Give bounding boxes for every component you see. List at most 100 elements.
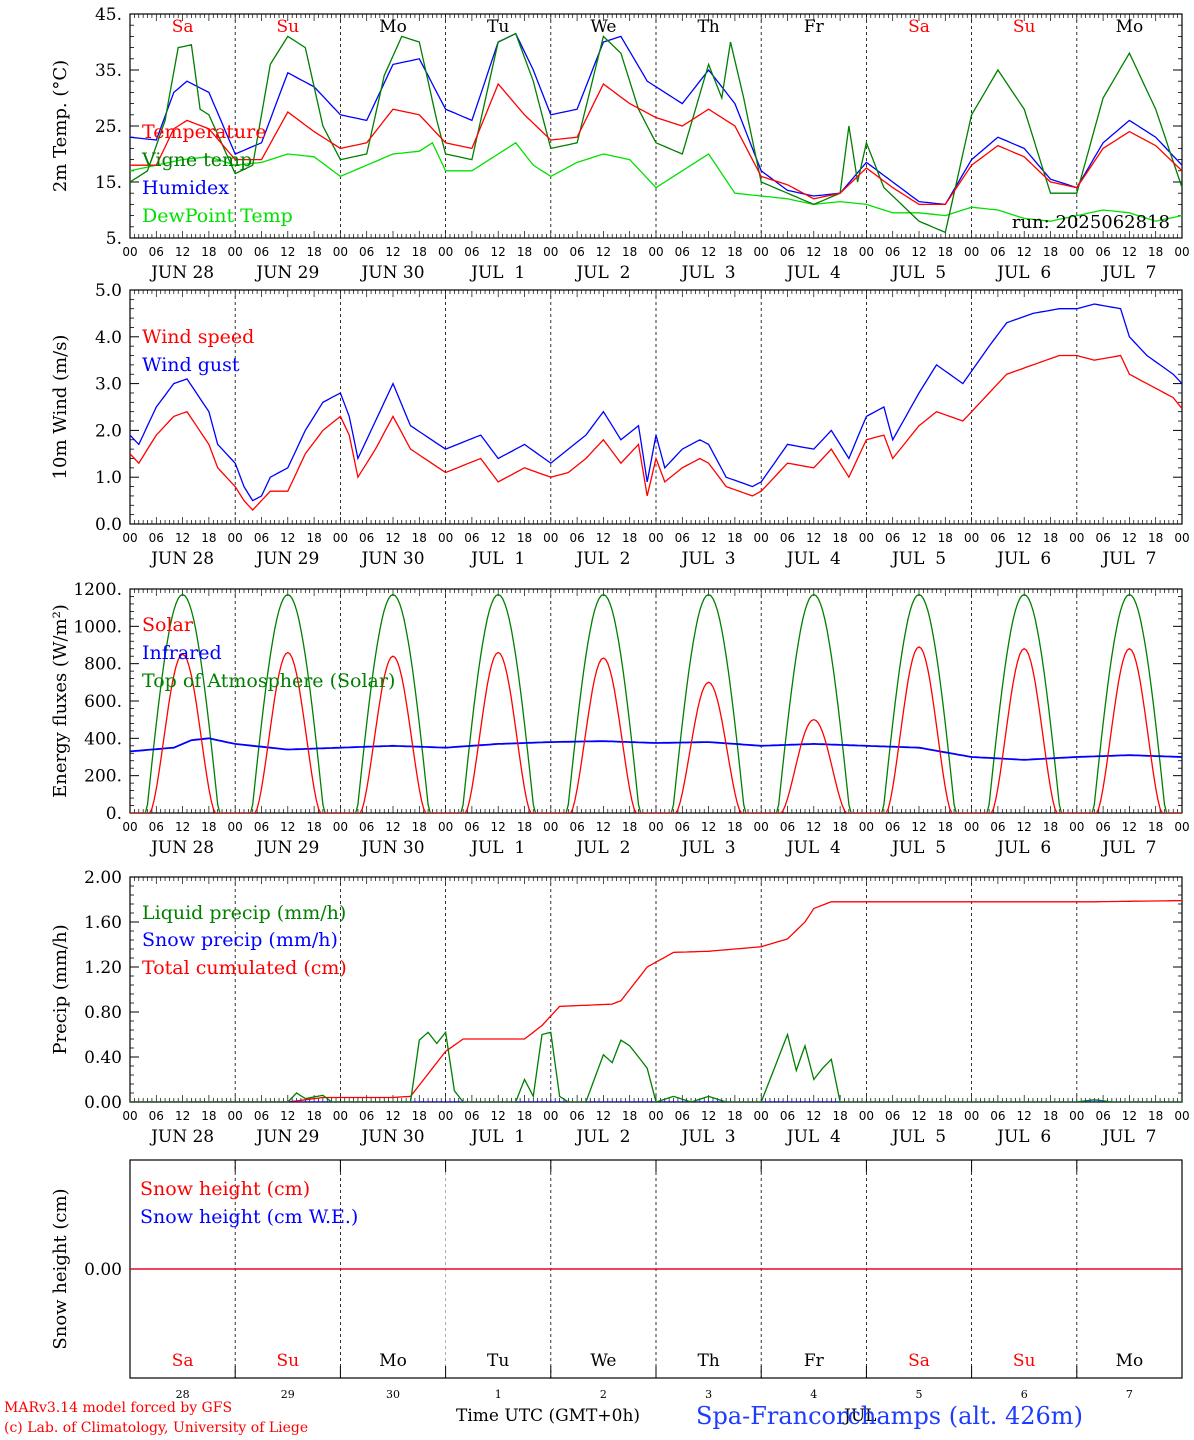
day-label: JUL 6 — [995, 1127, 1051, 1147]
legend-entry: Humidex — [142, 177, 229, 199]
hour-tick-label: 06 — [1095, 1109, 1110, 1123]
hour-tick-label: 00 — [754, 1109, 769, 1123]
legend-entry: Solar — [142, 614, 194, 636]
hour-tick-label: 12 — [280, 820, 295, 834]
day-label: JUL 1 — [469, 1127, 525, 1147]
weekday-label: Su — [1013, 1351, 1036, 1371]
month-label: JUL — [844, 1406, 877, 1426]
credit-line-1: MARv3.14 model forced by GFS — [4, 1400, 233, 1416]
hour-tick-label: 18 — [727, 820, 742, 834]
y-tick-label: 600. — [84, 692, 122, 712]
panel-2: 00 06 12 18 JUN 28 00 06 12 18 JUN 29 00 06 12 18 JUN … — [50, 281, 1190, 569]
y-tick-label: 45. — [95, 5, 122, 25]
weekday-label: Sa — [908, 17, 930, 37]
hour-tick-label: 00 — [1069, 820, 1084, 834]
hour-tick-label: 06 — [464, 531, 479, 545]
hour-tick-label: 06 — [254, 531, 269, 545]
series-line-infrared — [130, 737, 1182, 761]
hour-tick-label: 12 — [385, 531, 400, 545]
weekday-label: Th — [697, 1351, 719, 1371]
hour-tick-label: 00 — [1174, 1109, 1189, 1123]
day-label: JUN 28 — [149, 838, 214, 858]
weekday-label: Sa — [172, 1351, 194, 1371]
day-label: JUL 5 — [890, 838, 946, 858]
hour-tick-label: 00 — [438, 820, 453, 834]
hour-tick-label: 18 — [201, 820, 216, 834]
y-tick-label: 25. — [95, 117, 122, 137]
hour-tick-label: 06 — [359, 531, 374, 545]
hour-tick-label: 12 — [701, 245, 716, 259]
hour-tick-label: 06 — [1095, 820, 1110, 834]
day-label: JUN 29 — [254, 263, 319, 283]
series-line-wind-gust — [130, 303, 1182, 502]
hour-tick-label: 18 — [517, 531, 532, 545]
y-tick-label: 1.60 — [84, 913, 122, 933]
hour-tick-label: 00 — [1069, 531, 1084, 545]
hour-tick-label: 12 — [1017, 1109, 1032, 1123]
legend-entry: Vigne temp — [141, 149, 252, 171]
hour-tick-label: 06 — [464, 820, 479, 834]
hour-tick-label: 06 — [359, 1109, 374, 1123]
hour-tick-label: 00 — [1174, 245, 1189, 259]
hour-tick-label: 12 — [280, 1109, 295, 1123]
hour-tick-label: 12 — [596, 820, 611, 834]
hour-tick-label: 00 — [754, 820, 769, 834]
panel-1: 00 06 12 18 JUN 28 00 06 12 18 JUN 29 00 06 12 18 JUN … — [50, 5, 1190, 283]
hour-tick-label: 06 — [675, 1109, 690, 1123]
hour-tick-label: 18 — [938, 1109, 953, 1123]
hour-tick-label: 00 — [1069, 245, 1084, 259]
hour-tick-label: 18 — [306, 820, 321, 834]
hour-tick-label: 00 — [859, 531, 874, 545]
hour-tick-label: 00 — [754, 531, 769, 545]
hour-tick-label: 12 — [911, 531, 926, 545]
hour-tick-label: 12 — [596, 1109, 611, 1123]
hour-tick-label: 00 — [859, 1109, 874, 1123]
hour-tick-label: 12 — [491, 531, 506, 545]
hour-tick-label: 00 — [543, 245, 558, 259]
hour-tick-label: 00 — [122, 1109, 137, 1123]
day-label: JUL 3 — [680, 1127, 736, 1147]
day-label: JUL 2 — [574, 838, 630, 858]
hour-tick-label: 18 — [1148, 1109, 1163, 1123]
hour-tick-label: 18 — [832, 820, 847, 834]
y-axis-label: 10m Wind (m/s) — [50, 335, 71, 480]
hour-tick-label: 00 — [648, 531, 663, 545]
hour-tick-label: 00 — [754, 245, 769, 259]
hour-tick-label: 06 — [780, 531, 795, 545]
day-label: JUL 4 — [785, 263, 841, 283]
weekday-label: Mo — [379, 1351, 407, 1371]
hour-tick-label: 18 — [622, 1109, 637, 1123]
hour-tick-label: 00 — [1174, 820, 1189, 834]
y-tick-label: 200. — [84, 767, 122, 787]
day-label: JUL 7 — [1100, 263, 1156, 283]
hour-tick-label: 06 — [569, 820, 584, 834]
hour-tick-label: 18 — [201, 1109, 216, 1123]
hour-tick-label: 06 — [675, 820, 690, 834]
y-tick-label: 0.0 — [95, 515, 122, 535]
hour-tick-label: 12 — [280, 531, 295, 545]
hour-tick-label: 00 — [438, 531, 453, 545]
hour-tick-label: 06 — [885, 1109, 900, 1123]
weekday-label: Fr — [804, 17, 825, 37]
hour-tick-label: 12 — [701, 531, 716, 545]
hour-tick-label: 00 — [1174, 531, 1189, 545]
day-label: JUN 30 — [359, 263, 424, 283]
hour-tick-label: 12 — [1017, 531, 1032, 545]
hour-tick-label: 12 — [596, 245, 611, 259]
hour-tick-label: 06 — [885, 245, 900, 259]
hour-tick-label: 12 — [1122, 1109, 1137, 1123]
hour-tick-label: 06 — [1095, 531, 1110, 545]
hour-tick-label: 12 — [175, 820, 190, 834]
day-label: JUL 4 — [785, 838, 841, 858]
hour-tick-label: 18 — [201, 245, 216, 259]
hour-tick-label: 06 — [149, 1109, 164, 1123]
hour-tick-label: 18 — [1043, 1109, 1058, 1123]
weekday-label: Mo — [1116, 1351, 1144, 1371]
hour-tick-label: 00 — [964, 531, 979, 545]
weekday-label: Mo — [1116, 17, 1144, 37]
series-line-dewpoint-temp — [130, 141, 1182, 222]
y-tick-label: 1.0 — [95, 468, 122, 488]
day-label: JUL 1 — [469, 838, 525, 858]
hour-tick-label: 06 — [464, 245, 479, 259]
hour-tick-label: 12 — [806, 820, 821, 834]
